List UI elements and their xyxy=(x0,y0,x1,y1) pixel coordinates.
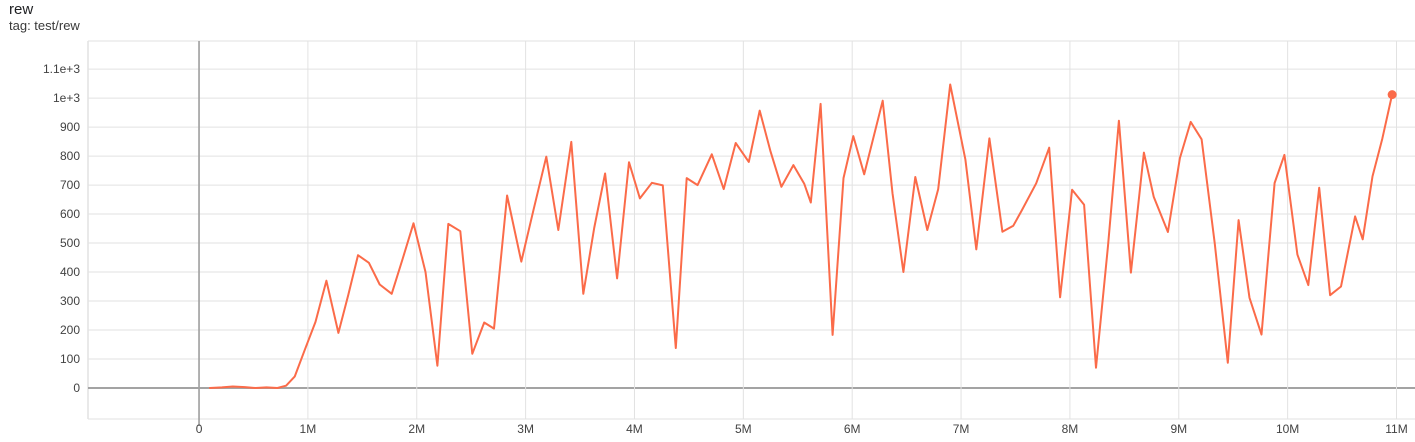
series-end-marker[interactable] xyxy=(1387,90,1397,100)
x-tick-label: 10M xyxy=(1276,422,1299,436)
y-tick-label: 100 xyxy=(60,352,80,366)
x-tick-label: 8M xyxy=(1062,422,1079,436)
x-tick-label: 6M xyxy=(844,422,861,436)
y-tick-label: 900 xyxy=(60,120,80,134)
x-tick-label: 4M xyxy=(626,422,643,436)
x-tick-label: 9M xyxy=(1170,422,1187,436)
x-tick-label: 11M xyxy=(1385,422,1407,436)
y-tick-label: 0 xyxy=(73,381,80,395)
y-tick-label: 600 xyxy=(60,207,80,221)
y-tick-label: 500 xyxy=(60,236,80,250)
y-tick-label: 800 xyxy=(60,149,80,163)
chart-tag-subtitle: tag: test/rew xyxy=(9,18,80,33)
y-tick-label: 1e+3 xyxy=(53,91,80,105)
x-tick-label: 5M xyxy=(735,422,752,436)
y-tick-label: 200 xyxy=(60,323,80,337)
y-tick-label: 1.1e+3 xyxy=(43,62,80,76)
x-tick-label: 3M xyxy=(517,422,534,436)
x-tick-label: 1M xyxy=(300,422,317,436)
x-tick-label: 0 xyxy=(196,422,203,436)
series-line[interactable] xyxy=(208,83,1394,389)
x-tick-label: 2M xyxy=(408,422,425,436)
chart-title: rew xyxy=(9,1,34,18)
y-tick-label: 300 xyxy=(60,294,80,308)
x-tick-label: 7M xyxy=(953,422,970,436)
y-tick-label: 400 xyxy=(60,265,80,279)
y-tick-label: 700 xyxy=(60,178,80,192)
